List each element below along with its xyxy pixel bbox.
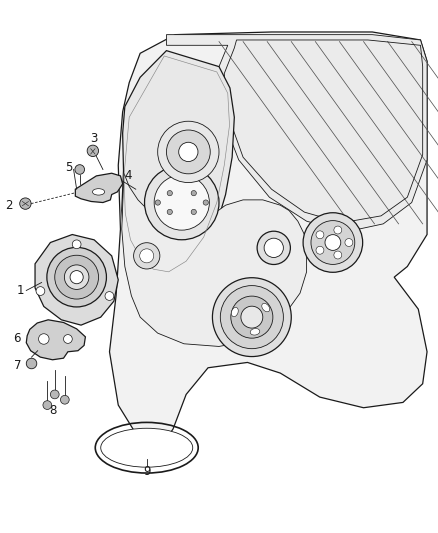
Circle shape	[316, 231, 324, 239]
Circle shape	[334, 226, 342, 234]
Circle shape	[105, 292, 114, 301]
Circle shape	[264, 238, 283, 257]
Circle shape	[75, 165, 85, 174]
Ellipse shape	[231, 308, 238, 317]
Circle shape	[311, 221, 355, 264]
Circle shape	[158, 121, 219, 183]
Circle shape	[220, 286, 283, 349]
Text: 5: 5	[65, 161, 72, 174]
Circle shape	[64, 335, 72, 343]
Circle shape	[43, 401, 52, 409]
Circle shape	[26, 358, 37, 369]
Text: 1: 1	[17, 284, 24, 297]
Circle shape	[241, 306, 263, 328]
Circle shape	[55, 255, 99, 299]
Circle shape	[203, 200, 208, 205]
Circle shape	[325, 235, 341, 251]
Text: 8: 8	[49, 404, 57, 417]
Circle shape	[64, 265, 89, 289]
Circle shape	[303, 213, 363, 272]
Circle shape	[316, 246, 324, 254]
Circle shape	[50, 390, 59, 399]
Circle shape	[167, 190, 173, 196]
Text: 9: 9	[143, 465, 151, 478]
Circle shape	[20, 198, 31, 209]
Ellipse shape	[262, 303, 270, 312]
Circle shape	[36, 287, 45, 295]
Polygon shape	[75, 173, 123, 203]
Polygon shape	[26, 320, 85, 360]
Circle shape	[39, 334, 49, 344]
Polygon shape	[35, 235, 118, 325]
Text: 7: 7	[14, 359, 21, 372]
Circle shape	[72, 240, 81, 249]
Circle shape	[345, 239, 353, 246]
Circle shape	[179, 142, 198, 161]
Circle shape	[155, 200, 160, 205]
Polygon shape	[122, 173, 307, 346]
Text: 6: 6	[14, 332, 21, 345]
Circle shape	[166, 130, 210, 174]
Circle shape	[134, 243, 160, 269]
Polygon shape	[166, 35, 427, 232]
Circle shape	[334, 251, 342, 259]
Circle shape	[60, 395, 69, 404]
Circle shape	[191, 209, 196, 215]
Circle shape	[140, 249, 154, 263]
Text: 4: 4	[125, 169, 132, 182]
Polygon shape	[110, 32, 427, 448]
Ellipse shape	[92, 189, 105, 195]
Ellipse shape	[250, 328, 260, 335]
Text: 2: 2	[5, 199, 12, 212]
Circle shape	[70, 271, 83, 284]
Circle shape	[87, 145, 99, 157]
Circle shape	[145, 165, 219, 240]
Circle shape	[257, 231, 290, 264]
Circle shape	[154, 175, 209, 230]
Circle shape	[231, 296, 273, 338]
Circle shape	[212, 278, 291, 357]
Text: 3: 3	[91, 132, 98, 145]
Circle shape	[191, 190, 196, 196]
Polygon shape	[122, 51, 234, 290]
Circle shape	[167, 209, 173, 215]
Circle shape	[47, 247, 106, 307]
Ellipse shape	[101, 429, 193, 467]
